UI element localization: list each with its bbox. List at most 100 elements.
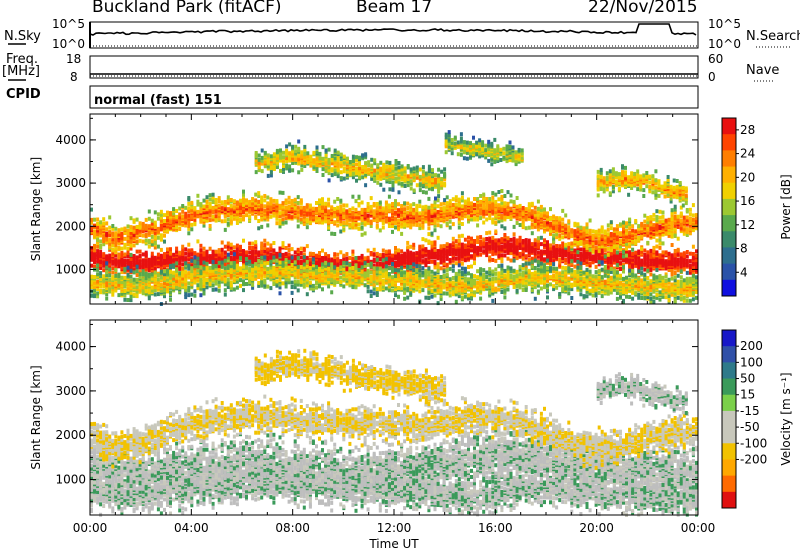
power-cell — [208, 202, 212, 206]
power-cell — [141, 258, 145, 263]
power-cell — [363, 207, 367, 212]
power-cell — [488, 236, 492, 241]
power-cell — [339, 204, 343, 209]
power-cell — [652, 212, 656, 217]
power-cell — [138, 272, 142, 277]
power-cell — [433, 255, 437, 260]
power-cell — [667, 217, 671, 222]
power-cell — [354, 207, 358, 212]
power-cell — [211, 205, 215, 210]
power-cell — [205, 285, 209, 290]
power-cell — [284, 198, 288, 203]
power-cell — [394, 253, 397, 258]
power-cell — [172, 257, 176, 262]
power-cell — [150, 239, 154, 244]
power-cell — [631, 224, 635, 229]
power-cell — [549, 255, 552, 260]
power-cell — [406, 245, 410, 250]
power-cell — [360, 232, 364, 237]
power-cell — [199, 265, 203, 270]
power-cell — [454, 243, 458, 248]
power-cell — [412, 264, 416, 269]
power-cell — [628, 250, 632, 255]
power-cell — [190, 263, 194, 267]
power-cell — [257, 263, 261, 268]
power-cell — [473, 239, 476, 243]
power-cell — [187, 263, 191, 268]
power-cell — [287, 248, 291, 252]
power-cell — [339, 198, 343, 203]
power-cell — [619, 267, 622, 271]
power-cell — [150, 234, 154, 239]
power-cell — [141, 233, 145, 238]
power-cell — [567, 242, 571, 247]
power-cell — [655, 209, 659, 214]
power-cell — [658, 253, 662, 258]
power-cell — [418, 204, 422, 209]
power-cell — [518, 251, 522, 256]
power-cell — [530, 245, 534, 249]
power-cell — [93, 275, 96, 279]
power-cell — [439, 257, 443, 262]
power-cell — [442, 254, 446, 259]
power-cell — [445, 195, 449, 200]
power-cell — [524, 226, 528, 231]
power-cell — [512, 224, 516, 229]
power-cell — [172, 270, 176, 275]
power-cell — [619, 222, 622, 227]
power-cell — [120, 254, 124, 258]
power-cell — [497, 197, 501, 202]
power-cell — [254, 256, 258, 261]
power-cell — [430, 240, 434, 245]
power-cell — [491, 235, 495, 240]
power-cell — [509, 193, 513, 198]
power-cell — [506, 256, 510, 261]
power-cell — [184, 270, 188, 275]
power-cell — [555, 246, 559, 251]
power-cell — [549, 221, 552, 226]
power-cell — [108, 269, 112, 274]
power-cell — [479, 216, 483, 221]
power-cell — [138, 270, 142, 275]
power-cell — [691, 203, 695, 208]
power-cell — [226, 217, 230, 222]
power-cell — [576, 257, 580, 262]
power-cell — [199, 293, 203, 298]
power-cell — [381, 225, 385, 230]
power-cell — [387, 203, 391, 208]
power-cell — [515, 238, 519, 243]
power-cell — [214, 249, 218, 254]
power-cell — [670, 253, 674, 258]
power-cell — [436, 262, 440, 267]
power-cell — [105, 221, 109, 226]
power-cell — [229, 203, 233, 208]
power-cell — [275, 267, 279, 272]
power-cell — [543, 207, 546, 212]
nsky-label: N.Sky — [4, 29, 41, 44]
power-cell — [682, 251, 686, 256]
power-cell — [387, 216, 391, 221]
power-cell — [175, 267, 179, 272]
power-cell — [123, 226, 127, 231]
power-cell — [135, 239, 139, 244]
power-cell — [394, 260, 397, 265]
power-cell — [679, 211, 683, 216]
power-cell — [619, 252, 622, 257]
power-cell — [193, 293, 197, 298]
power-cell — [576, 250, 580, 255]
power-cell — [688, 251, 692, 256]
power-cell — [90, 263, 93, 268]
power-cell — [463, 237, 467, 242]
power-cell — [619, 261, 622, 266]
power-cell — [451, 203, 455, 207]
power-cell — [120, 251, 124, 255]
power-cell — [394, 250, 397, 255]
power-cell — [518, 235, 522, 240]
power-cell — [527, 257, 531, 262]
power-cell — [208, 224, 212, 228]
power-cell — [424, 260, 428, 265]
power-cell — [691, 213, 695, 218]
power-cell — [187, 293, 191, 298]
power-cell — [129, 216, 133, 221]
power-cell — [558, 233, 562, 238]
